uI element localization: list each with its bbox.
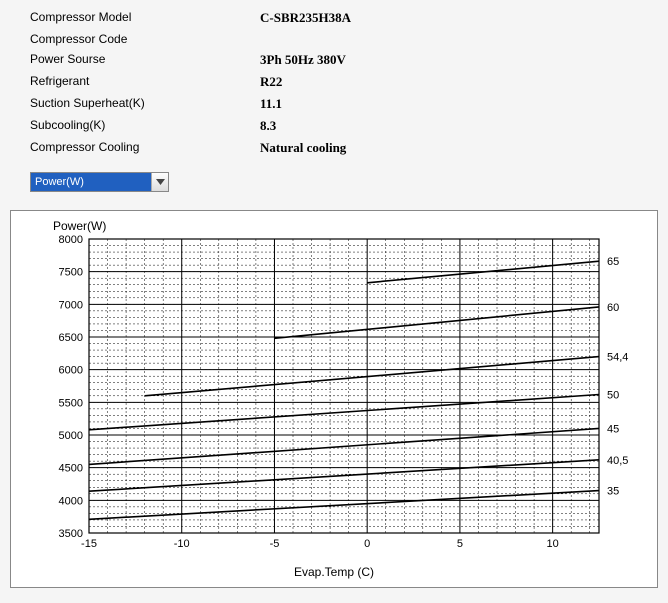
spec-label: Power Sourse bbox=[30, 52, 260, 68]
svg-text:4500: 4500 bbox=[59, 463, 83, 475]
svg-text:5000: 5000 bbox=[59, 430, 83, 442]
spec-value: Natural cooling bbox=[260, 140, 346, 156]
spec-row: Compressor ModelC-SBR235H38A bbox=[30, 10, 638, 26]
svg-text:54,4: 54,4 bbox=[607, 352, 628, 364]
svg-text:7000: 7000 bbox=[59, 299, 83, 311]
svg-text:5: 5 bbox=[457, 538, 463, 550]
spec-row: Compressor Code bbox=[30, 32, 638, 46]
spec-row: RefrigerantR22 bbox=[30, 74, 638, 90]
spec-label: Compressor Model bbox=[30, 10, 260, 26]
svg-text:3500: 3500 bbox=[59, 528, 83, 540]
chart-type-dropdown[interactable]: Power(W) bbox=[30, 172, 169, 192]
spec-value: C-SBR235H38A bbox=[260, 10, 351, 26]
spec-row: Suction Superheat(K)11.1 bbox=[30, 96, 638, 112]
spec-label: Compressor Cooling bbox=[30, 140, 260, 156]
svg-text:7500: 7500 bbox=[59, 267, 83, 279]
svg-text:10: 10 bbox=[547, 538, 559, 550]
chevron-down-icon[interactable] bbox=[151, 173, 168, 191]
spec-panel: Compressor ModelC-SBR235H38ACompressor C… bbox=[0, 0, 668, 168]
spec-value: 8.3 bbox=[260, 118, 276, 134]
spec-value: R22 bbox=[260, 74, 282, 90]
spec-row: Subcooling(K)8.3 bbox=[30, 118, 638, 134]
svg-text:-10: -10 bbox=[174, 538, 190, 550]
svg-text:5500: 5500 bbox=[59, 397, 83, 409]
power-chart: 3500400045005000550060006500700075008000… bbox=[17, 235, 653, 565]
spec-label: Suction Superheat(K) bbox=[30, 96, 260, 112]
svg-text:4000: 4000 bbox=[59, 495, 83, 507]
svg-text:45: 45 bbox=[607, 423, 619, 435]
spec-value: 11.1 bbox=[260, 96, 282, 112]
x-axis-title: Evap.Temp (C) bbox=[17, 565, 651, 579]
svg-text:6500: 6500 bbox=[59, 332, 83, 344]
svg-text:60: 60 bbox=[607, 302, 619, 314]
spec-label: Compressor Code bbox=[30, 32, 260, 46]
spec-label: Refrigerant bbox=[30, 74, 260, 90]
svg-text:8000: 8000 bbox=[59, 235, 83, 246]
svg-text:50: 50 bbox=[607, 389, 619, 401]
chart-panel: Power(W) 3500400045005000550060006500700… bbox=[10, 210, 658, 588]
svg-text:40,5: 40,5 bbox=[607, 455, 628, 467]
spec-row: Power Sourse3Ph 50Hz 380V bbox=[30, 52, 638, 68]
dropdown-row: Power(W) bbox=[30, 172, 668, 192]
spec-row: Compressor CoolingNatural cooling bbox=[30, 140, 638, 156]
spec-value: 3Ph 50Hz 380V bbox=[260, 52, 346, 68]
svg-text:35: 35 bbox=[607, 486, 619, 498]
svg-text:-15: -15 bbox=[81, 538, 97, 550]
svg-text:65: 65 bbox=[607, 256, 619, 268]
svg-text:6000: 6000 bbox=[59, 365, 83, 377]
svg-text:-5: -5 bbox=[270, 538, 280, 550]
spec-label: Subcooling(K) bbox=[30, 118, 260, 134]
dropdown-selected: Power(W) bbox=[31, 173, 151, 191]
svg-text:0: 0 bbox=[364, 538, 370, 550]
y-axis-title: Power(W) bbox=[53, 219, 651, 233]
